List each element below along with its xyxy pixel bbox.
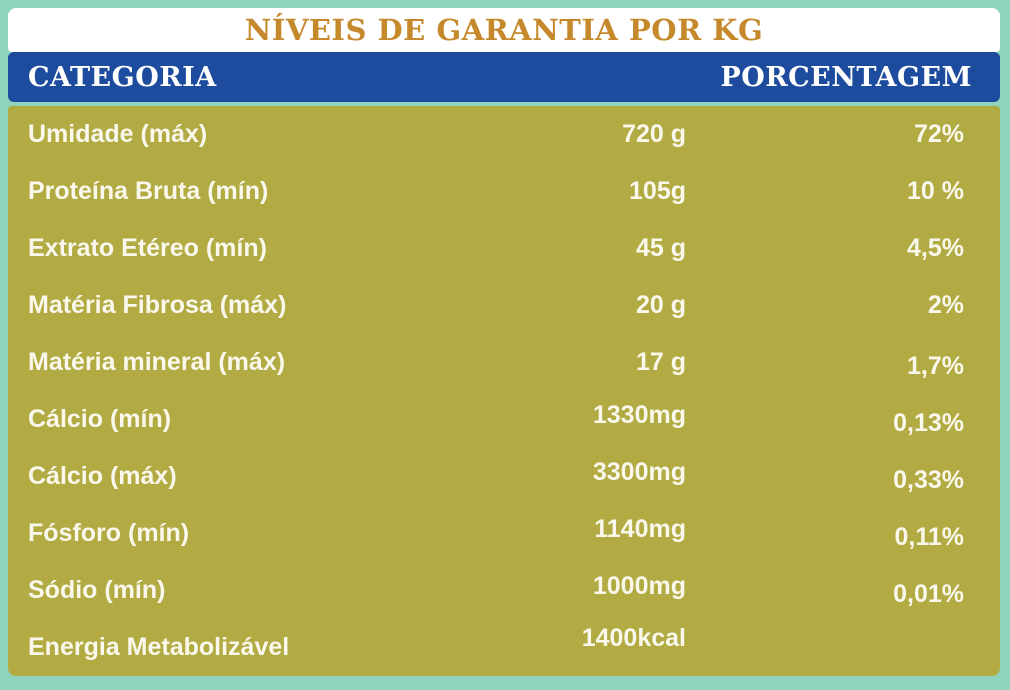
table-row: Fósforo (mín) 1140mg 0,11% bbox=[8, 505, 1000, 562]
row-amount: 720 g bbox=[622, 120, 686, 148]
row-category: Extrato Etéreo (mín) bbox=[28, 234, 267, 262]
row-category: Sódio (mín) bbox=[28, 576, 166, 604]
row-category: Cálcio (mín) bbox=[28, 405, 172, 433]
table-row: Matéria Fibrosa (máx) 20 g 2% bbox=[8, 277, 1000, 334]
title-band: NÍVEIS DE GARANTIA POR KG bbox=[8, 8, 1000, 52]
row-percent: 0,13% bbox=[893, 409, 964, 437]
row-percent: 0,01% bbox=[893, 580, 964, 608]
row-amount: 17 g bbox=[635, 348, 686, 376]
row-amount: 1400kcal bbox=[581, 624, 686, 652]
column-header-percentage: PORCENTAGEM bbox=[720, 61, 972, 93]
table-row: Proteína Bruta (mín) 105g 10 % bbox=[8, 163, 1000, 220]
row-amount: 1140mg bbox=[594, 515, 686, 543]
row-percent: 1,7% bbox=[907, 352, 964, 380]
row-amount: 3300mg bbox=[592, 458, 686, 486]
table-card: NÍVEIS DE GARANTIA POR KG CATEGORIA PORC… bbox=[8, 8, 1000, 676]
row-percent: 2% bbox=[927, 291, 964, 319]
row-amount: 1330mg bbox=[592, 401, 686, 429]
row-amount: 1000mg bbox=[592, 572, 686, 600]
table-row: Energia Metabolizável 1400kcal bbox=[8, 619, 1000, 676]
column-header-category: CATEGORIA bbox=[28, 61, 217, 93]
row-percent: 4,5% bbox=[907, 234, 964, 262]
row-category: Energia Metabolizável bbox=[28, 633, 290, 661]
table-row: Matéria mineral (máx) 17 g 1,7% bbox=[8, 334, 1000, 391]
table-row: Sódio (mín) 1000mg 0,01% bbox=[8, 562, 1000, 619]
row-amount: 45 g bbox=[635, 234, 686, 262]
row-amount: 20 g bbox=[635, 291, 686, 319]
table-body: Umidade (máx) 720 g 72% Proteína Bruta (… bbox=[8, 106, 1000, 676]
row-category: Matéria Fibrosa (máx) bbox=[28, 291, 287, 319]
table-header-row: CATEGORIA PORCENTAGEM bbox=[8, 52, 1000, 102]
row-category: Umidade (máx) bbox=[28, 120, 208, 148]
table-row: Extrato Etéreo (mín) 45 g 4,5% bbox=[8, 220, 1000, 277]
row-percent: 0,11% bbox=[894, 523, 964, 551]
row-category: Cálcio (máx) bbox=[28, 462, 177, 490]
table-row: Cálcio (máx) 3300mg 0,33% bbox=[8, 448, 1000, 505]
row-category: Fósforo (mín) bbox=[28, 519, 190, 547]
page-title: NÍVEIS DE GARANTIA POR KG bbox=[244, 13, 764, 47]
row-percent: 0,33% bbox=[893, 466, 964, 494]
table-row: Cálcio (mín) 1330mg 0,13% bbox=[8, 391, 1000, 448]
row-percent: 10 % bbox=[907, 177, 964, 205]
row-amount: 105g bbox=[629, 177, 686, 205]
row-category: Matéria mineral (máx) bbox=[28, 348, 286, 376]
row-category: Proteína Bruta (mín) bbox=[28, 177, 269, 205]
table-row: Umidade (máx) 720 g 72% bbox=[8, 106, 1000, 163]
row-percent: 72% bbox=[913, 120, 964, 148]
